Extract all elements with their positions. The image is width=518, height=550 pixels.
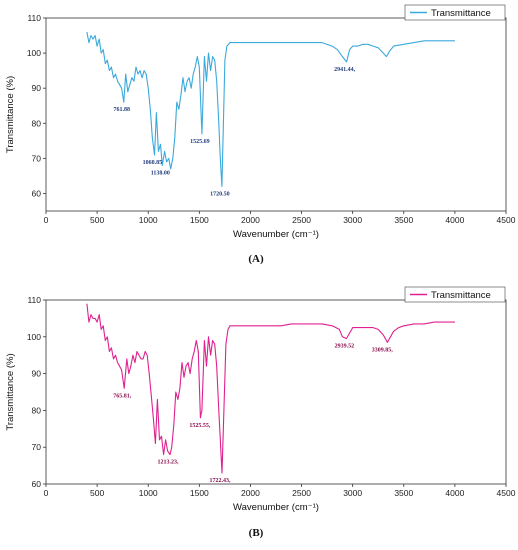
peak-annotation: 1138.00 xyxy=(151,170,170,176)
y-tick-label: 80 xyxy=(32,118,42,128)
plot-frame xyxy=(45,17,507,212)
x-tick-label: 2000 xyxy=(241,488,260,498)
x-axis-label: Wavenumber (cm⁻¹) xyxy=(233,502,319,513)
x-tick-label: 2000 xyxy=(241,215,260,225)
y-axis-label: Transmittance (%) xyxy=(5,76,16,153)
peak-annotation: 1060.85 xyxy=(143,160,163,166)
y-tick-label: 110 xyxy=(27,295,41,305)
y-tick-label: 80 xyxy=(32,405,42,415)
chart-panel-b: 0 500 1000 1500 2000 2500 3000 3500 4000 4500 60 70… xyxy=(5,286,516,539)
x-tick-label: 3500 xyxy=(394,488,413,498)
y-tick-label: 60 xyxy=(32,188,42,198)
x-tick-label: 4500 xyxy=(497,215,516,225)
series-line-transmittance xyxy=(86,303,455,474)
x-tick-label: 4000 xyxy=(445,215,464,225)
y-tick-label: 110 xyxy=(27,13,41,23)
legend-label: Transmittance xyxy=(431,8,491,19)
x-tick-label: 3000 xyxy=(343,488,362,498)
x-tick-label: 2500 xyxy=(292,215,311,225)
y-tick-label: 90 xyxy=(32,369,42,379)
y-tick-label: 70 xyxy=(32,442,42,452)
y-tick-label: 100 xyxy=(27,332,41,342)
x-tick-label: 1000 xyxy=(139,215,158,225)
peak-annotation: 1525.55, xyxy=(189,423,211,429)
legend-box xyxy=(404,4,506,21)
peak-annotation: 1213.23, xyxy=(157,460,179,466)
panel-caption: (B) xyxy=(249,527,264,539)
y-tick-label: 60 xyxy=(32,479,42,489)
plot-frame xyxy=(45,299,507,485)
x-tick-label: 1500 xyxy=(190,488,209,498)
peak-annotation: 1722.43, xyxy=(210,478,232,484)
x-tick-label: 0 xyxy=(44,215,49,225)
legend-box xyxy=(404,286,506,303)
peak-annotation: 765.81, xyxy=(113,393,132,399)
peak-annotation: 3309.85, xyxy=(372,347,394,353)
x-tick-label: 1500 xyxy=(190,215,209,225)
x-tick-label: 3000 xyxy=(343,215,362,225)
legend-label: Transmittance xyxy=(431,290,491,301)
x-tick-label: 2500 xyxy=(292,488,311,498)
x-axis-label: Wavenumber (cm⁻¹) xyxy=(233,229,319,240)
y-tick-label: 90 xyxy=(32,83,42,93)
peak-annotation: 2939.52 xyxy=(335,344,355,350)
peak-annotation: 2941.44, xyxy=(334,67,356,73)
x-tick-label: 3500 xyxy=(394,215,413,225)
peak-annotation: 1720.50 xyxy=(210,191,230,197)
x-tick-label: 500 xyxy=(90,215,104,225)
peak-annotation: 1525.69 xyxy=(190,139,210,145)
panel-caption: (A) xyxy=(248,253,264,265)
chart-panel-a: 0 500 1000 1500 2000 2500 3000 3500 4000 4500 60 70… xyxy=(5,4,516,265)
series-line-transmittance xyxy=(86,31,455,187)
x-tick-label: 500 xyxy=(90,488,104,498)
x-tick-label: 4500 xyxy=(497,488,516,498)
peak-annotation: 761.88 xyxy=(114,107,131,113)
y-tick-label: 70 xyxy=(32,153,42,163)
y-tick-label: 100 xyxy=(27,48,41,58)
y-axis-label: Transmittance (%) xyxy=(5,353,16,430)
x-tick-label: 1000 xyxy=(139,488,158,498)
x-tick-label: 0 xyxy=(44,488,49,498)
x-tick-label: 4000 xyxy=(445,488,464,498)
